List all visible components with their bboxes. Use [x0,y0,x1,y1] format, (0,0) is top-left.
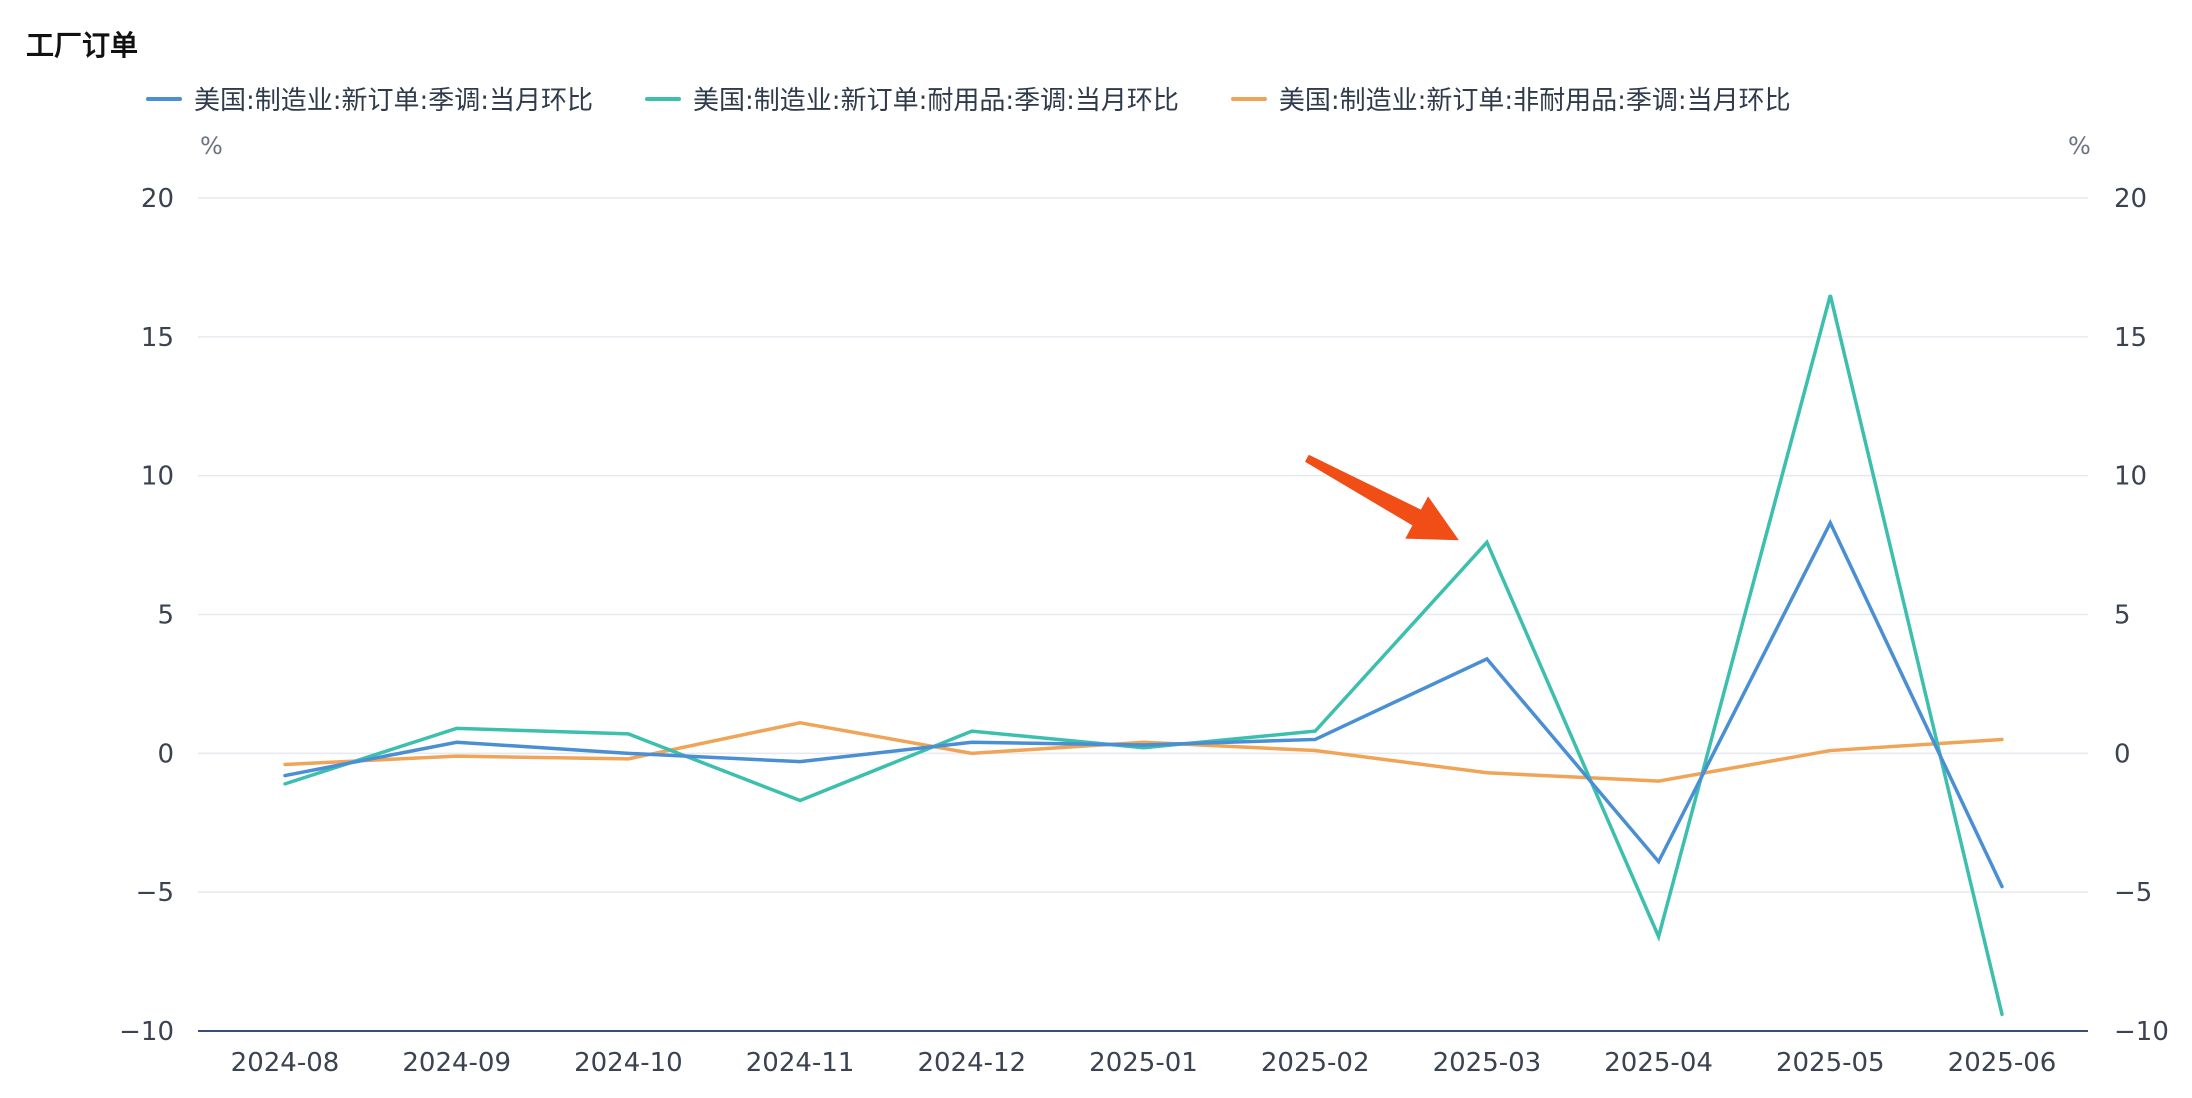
y-tick-label-left: −5 [136,878,174,908]
legend-label-durable: 美国:制造业:新订单:耐用品:季调:当月环比 [693,86,1179,116]
legend-label-nondurable: 美国:制造业:新订单:非耐用品:季调:当月环比 [1278,86,1791,116]
legend-item-total[interactable]: 美国:制造业:新订单:季调:当月环比 [146,80,593,117]
legend-swatch-nondurable [1230,96,1267,101]
legend-swatch-durable [645,96,682,101]
y-tick-label-left: 15 [141,323,174,353]
x-axis: 2024-08 2024-09 2024-10 2024-11 2024-12 2025-… [231,1048,2057,1078]
y-unit-right: % [2068,132,2091,160]
x-tick-label: 2024-08 [231,1048,340,1078]
x-tick-label: 2025-03 [1433,1048,1542,1078]
y-axis-left: 20 15 10 5 0 −5 −10 [119,184,174,1047]
series-line-0[interactable] [283,518,2004,889]
y-tick-label-left: 10 [141,462,174,492]
x-tick-label: 2024-09 [402,1048,511,1078]
legend-item-durable[interactable]: 美国:制造业:新订单:耐用品:季调:当月环比 [645,80,1179,117]
x-tick-label: 2025-05 [1776,1048,1885,1078]
legend-label-total: 美国:制造业:新订单:季调:当月环比 [194,86,594,116]
y-axis-right: 20 15 10 5 0 −5 −10 [2114,184,2169,1047]
y-tick-label-right: 5 [2114,601,2131,631]
chart-title: 工厂订单 [26,29,139,62]
legend: 美国:制造业:新订单:季调:当月环比 美国:制造业:新订单:耐用品:季调:当月环… [146,80,1791,117]
x-tick-label: 2025-02 [1261,1048,1370,1078]
y-tick-label-right: 0 [2114,739,2131,769]
legend-swatch-total [146,96,182,101]
y-tick-label-right: −5 [2114,878,2152,908]
series-line-2[interactable] [283,721,2004,783]
gridlines [198,197,2088,1032]
y-tick-label-right: 10 [2114,462,2147,492]
annotation-arrow [1305,454,1459,541]
series-lines [283,294,2004,1017]
x-tick-label: 2024-12 [917,1048,1026,1078]
y-unit-left: % [200,132,223,160]
y-tick-label-right: 20 [2114,184,2147,214]
y-tick-label-left: −10 [119,1017,174,1047]
y-tick-label-left: 20 [141,184,174,214]
arrow-shape [1305,454,1459,541]
legend-item-nondurable[interactable]: 美国:制造业:新订单:非耐用品:季调:当月环比 [1230,80,1791,117]
x-tick-label: 2025-06 [1948,1048,2057,1078]
series-line-1[interactable] [283,294,2004,1017]
x-tick-label: 2025-04 [1604,1048,1713,1078]
y-tick-label-left: 0 [157,739,174,769]
y-tick-label-right: −10 [2114,1017,2169,1047]
x-tick-label: 2024-11 [746,1048,855,1078]
y-tick-label-right: 15 [2114,323,2147,353]
x-tick-label: 2024-10 [574,1048,683,1078]
x-tick-label: 2025-01 [1089,1048,1198,1078]
y-tick-label-left: 5 [157,601,174,631]
